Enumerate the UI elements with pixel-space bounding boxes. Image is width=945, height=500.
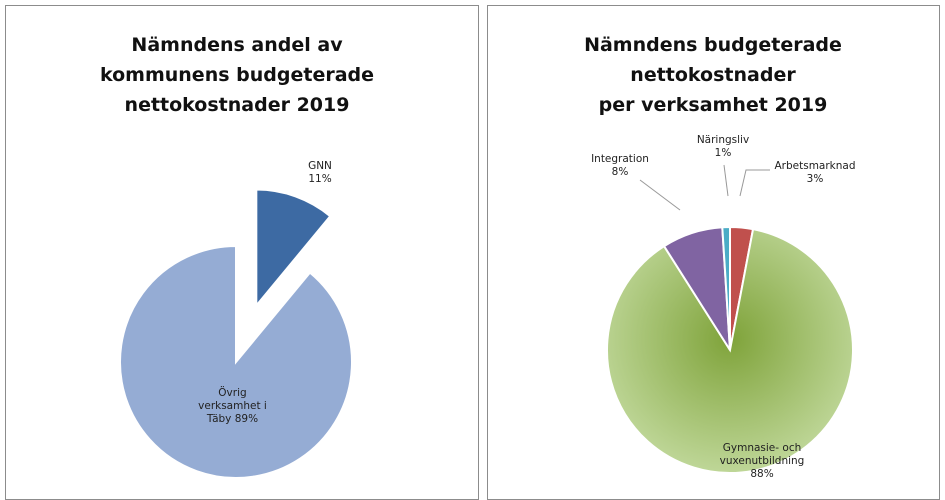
slice-value: 8% <box>611 166 629 178</box>
slice-label: Integration 8% <box>585 153 655 179</box>
slice-value: 89% <box>234 413 259 425</box>
chart-title: Nämndens andel av <box>131 34 343 56</box>
leader-line <box>639 179 681 211</box>
slice-category: Arbetsmarknad <box>774 160 856 172</box>
leader-line <box>739 169 770 197</box>
slice-label: Arbetsmarknad 3% <box>770 160 860 186</box>
slice-value: 11% <box>308 173 332 185</box>
slice-label: GNN 11% <box>300 160 340 186</box>
chart-title: nettokostnader 2019 <box>124 94 350 116</box>
pie-slice <box>119 244 353 479</box>
slice-label: Näringsliv 1% <box>695 134 751 160</box>
chart-title: Nämndens budgeterade <box>584 34 842 56</box>
chart-title: nettokostnader <box>630 64 796 86</box>
slice-value: 1% <box>714 147 732 159</box>
pie-slice <box>721 225 731 351</box>
slice-category: Övrig verksamhet i Täby <box>198 387 267 425</box>
slice-category: Integration <box>591 153 649 165</box>
chart-title: kommunens budgeterade <box>99 64 375 86</box>
slice-label: Gymnasie- och vuxenutbildning 88% <box>712 442 812 481</box>
slice-value: 88% <box>750 468 774 480</box>
pie-slice <box>606 228 854 474</box>
slice-category: Gymnasie- och vuxenutbildning <box>719 442 805 467</box>
chart-title: per verksamhet 2019 <box>598 94 828 116</box>
slice-category: Näringsliv <box>696 134 750 146</box>
pie-slice <box>255 188 332 309</box>
leader-line <box>723 164 729 197</box>
slice-category: GNN <box>308 160 332 172</box>
slice-label: Övrig verksamhet i Täby 89% <box>195 387 270 426</box>
slice-value: 3% <box>806 173 824 185</box>
